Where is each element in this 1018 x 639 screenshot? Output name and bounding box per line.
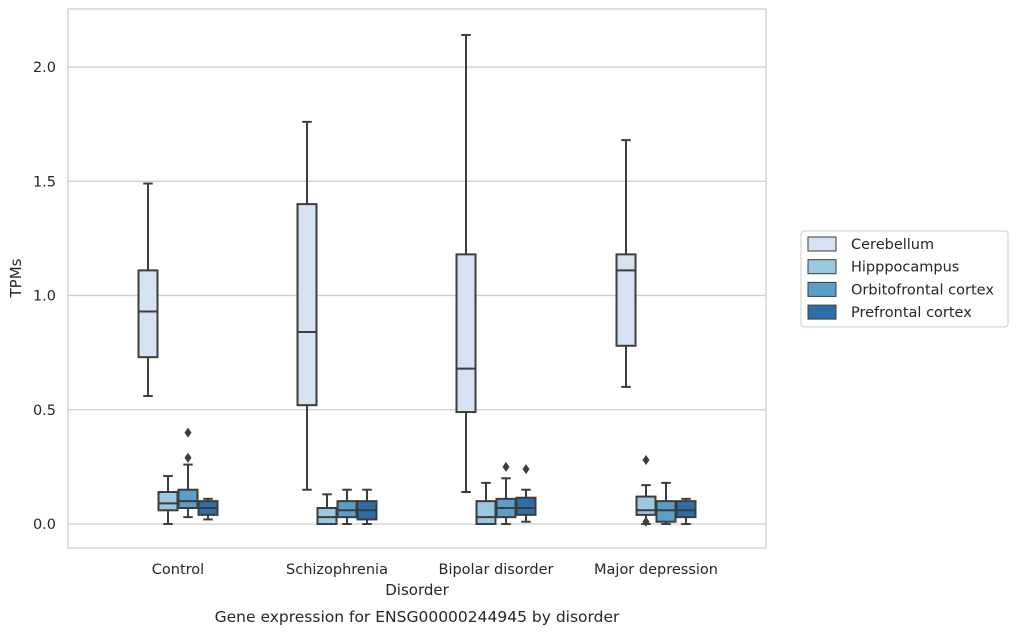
- legend-label: Cerebellum: [851, 237, 934, 253]
- box: [515, 496, 537, 516]
- outlier-marker: [184, 427, 192, 438]
- legend-label: Hipppocampus: [851, 260, 959, 276]
- box: [157, 491, 179, 512]
- y-tick-label: 2.0: [33, 60, 56, 76]
- box: [635, 495, 657, 516]
- box: [177, 488, 199, 510]
- box-group: [177, 427, 199, 519]
- legend-swatch: [807, 236, 837, 252]
- x-axis-label: Disorder: [385, 581, 449, 599]
- box: [316, 507, 338, 526]
- box: [675, 500, 697, 519]
- outlier-marker: [502, 461, 510, 472]
- legend-swatch: [807, 259, 837, 275]
- y-tick-label: 1.0: [33, 289, 56, 305]
- legend-frame: [800, 230, 1009, 328]
- y-axis-label: TPMs: [7, 258, 25, 298]
- box: [615, 253, 637, 347]
- outlier-marker: [642, 516, 650, 527]
- y-tick-labels: 0.0 0.5 1.0 1.5 2.0: [33, 60, 56, 533]
- figure-caption: Gene expression for ENSG00000244945 by d…: [215, 608, 620, 626]
- box-group: [455, 34, 477, 494]
- legend-swatch: [807, 281, 837, 297]
- box: [455, 253, 477, 414]
- box: [655, 500, 677, 523]
- box-group: [675, 497, 697, 525]
- box-group: [197, 497, 219, 521]
- legend-swatch: [807, 304, 837, 320]
- outlier-marker: [184, 452, 192, 463]
- x-tick-labels: Control Schizophrenia Bipolar disorder Majo…: [152, 562, 718, 578]
- x-tick-label: Bipolar disorder: [439, 562, 554, 578]
- box-group: [296, 120, 318, 491]
- box-group: [137, 182, 159, 398]
- outlier-marker: [642, 455, 650, 466]
- box-group: [495, 461, 517, 525]
- y-tick-label: 0.0: [33, 517, 56, 533]
- outlier-marker: [522, 464, 530, 475]
- x-tick-label: Schizophrenia: [286, 562, 388, 578]
- legend-label: Orbitofrontal cortex: [851, 282, 994, 298]
- y-tick-label: 1.5: [33, 174, 56, 190]
- box-group: [316, 493, 338, 526]
- x-tick-label: Control: [152, 562, 204, 578]
- y-tick-label: 0.5: [33, 403, 56, 419]
- legend: Cerebellum Hipppocampus Orbitofrontal cort…: [800, 230, 1009, 328]
- x-tick-label: Major depression: [594, 562, 718, 578]
- box: [336, 500, 358, 519]
- box: [475, 500, 497, 525]
- box-group: [157, 475, 179, 525]
- box-group: [615, 139, 637, 388]
- box-groups: [137, 34, 697, 527]
- box-group: [515, 464, 537, 523]
- box: [137, 269, 159, 359]
- legend-label: Prefrontal cortex: [851, 305, 972, 321]
- plot-area-frame: [67, 8, 767, 549]
- box: [296, 203, 318, 407]
- box-group: [356, 488, 378, 525]
